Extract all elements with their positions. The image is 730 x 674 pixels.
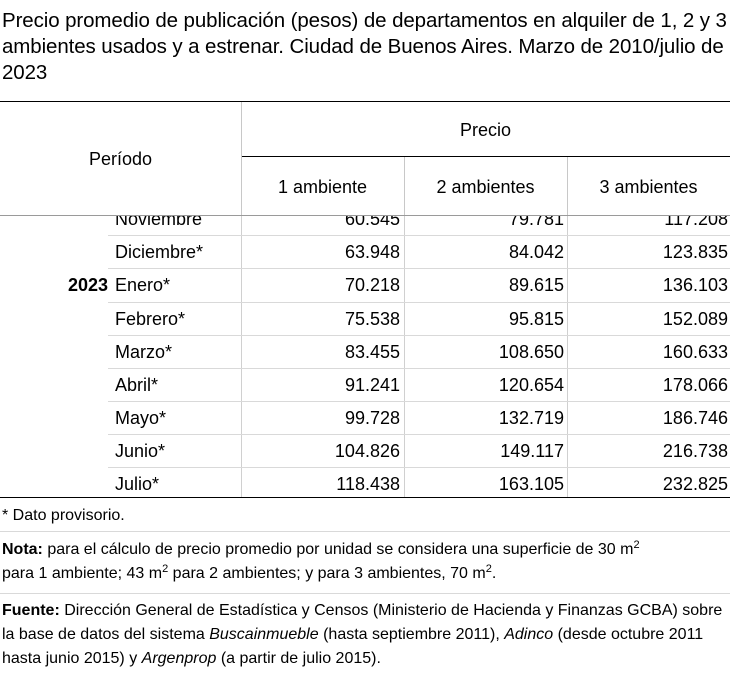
source-text: (a partir de julio 2015). — [216, 650, 381, 667]
row-value-3: 186.746 — [662, 408, 728, 428]
footnote-separator — [0, 531, 730, 532]
col-divider-1 — [404, 157, 405, 216]
source-italic: Buscainmueble — [209, 626, 319, 643]
row-month: Febrero* — [115, 309, 186, 329]
body-divider-2 — [567, 216, 568, 498]
table-row: Mayo* 99.728 132.719 186.746 — [0, 401, 730, 435]
row-value-3: 232.825 — [662, 474, 728, 494]
row-value-1: 99.728 — [344, 408, 400, 428]
source-label: Fuente: — [2, 602, 60, 619]
note-text: para el cálculo de precio promedio por u… — [42, 541, 634, 558]
header-top-rule — [0, 101, 730, 102]
row-month: Enero* — [115, 275, 171, 295]
source-text: (hasta septiembre 2011), — [318, 626, 505, 643]
row-value-3: 117.208 — [664, 216, 728, 229]
footnote-separator — [0, 593, 730, 594]
row-value-1: 104.826 — [334, 441, 400, 461]
note-label: Nota: — [2, 541, 43, 558]
provisional-footnote: * Dato provisorio. — [2, 507, 125, 524]
row-month: Marzo* — [115, 342, 173, 362]
row-separator — [108, 335, 730, 336]
price-underline — [241, 156, 730, 157]
table-row: Febrero* 75.538 95.815 152.089 — [0, 302, 730, 336]
row-month: Diciembre* — [115, 242, 204, 262]
row-value-1: 63.948 — [344, 242, 400, 262]
column-header-2: 2 ambientes — [436, 177, 535, 197]
row-value-3: 123.835 — [662, 242, 728, 262]
source-text: (desde octubre 2011 hasta junio 2015) y — [2, 626, 704, 667]
col-divider-2 — [567, 157, 568, 216]
table-row: Abril* 91.241 120.654 178.066 — [0, 368, 730, 402]
row-value-2: 79.781 — [508, 216, 564, 229]
table-title: Precio promedio de publicación (pesos) d… — [2, 9, 727, 84]
row-month: Noviembre — [115, 216, 203, 229]
row-value-3: 178.066 — [662, 375, 728, 395]
row-value-2: 84.042 — [508, 242, 564, 262]
row-value-1: 70.218 — [344, 275, 400, 295]
row-value-3: 216.738 — [662, 441, 728, 461]
row-separator — [108, 235, 730, 236]
row-separator — [108, 268, 730, 269]
table-body[interactable]: Noviembre 60.545 79.781 117.208 Diciembr… — [0, 216, 730, 498]
table-row: Junio* 104.826 149.117 216.738 — [0, 434, 730, 468]
table-row: Julio* 118.438 163.105 232.825 — [0, 467, 730, 498]
row-month: Julio* — [115, 474, 160, 494]
row-separator — [108, 401, 730, 402]
row-separator — [108, 368, 730, 369]
note-superscript: 2 — [485, 563, 492, 575]
source-italic: Argenprop — [141, 650, 217, 667]
note-text: para 2 ambientes; y para 3 ambientes, 70… — [168, 565, 486, 582]
note-superscript: 2 — [162, 563, 169, 575]
table-row: Noviembre 60.545 79.781 117.208 — [0, 216, 730, 236]
row-year: 2023 — [67, 275, 108, 295]
row-value-2: 95.815 — [508, 309, 564, 329]
row-value-1: 91.241 — [344, 375, 400, 395]
row-value-2: 89.615 — [508, 275, 564, 295]
row-value-2: 108.650 — [498, 342, 564, 362]
row-value-3: 136.103 — [662, 275, 728, 295]
column-header-1: 1 ambiente — [277, 177, 368, 197]
row-month: Junio* — [115, 441, 166, 461]
price-header: Precio — [459, 120, 512, 140]
table-row: Marzo* 83.455 108.650 160.633 — [0, 335, 730, 369]
source-italic: Adinco — [504, 626, 554, 643]
row-value-1: 75.538 — [344, 309, 400, 329]
body-divider-1 — [404, 216, 405, 498]
row-value-2: 132.719 — [498, 408, 564, 428]
source-text: Dirección General de Estadística y Censo… — [2, 602, 723, 643]
header-bottom-rule — [0, 215, 730, 216]
row-value-2: 120.654 — [498, 375, 564, 395]
column-header-3: 3 ambientes — [599, 177, 698, 197]
row-month: Mayo* — [115, 408, 167, 428]
row-value-3: 152.089 — [662, 309, 728, 329]
row-value-1: 60.545 — [344, 216, 400, 229]
row-value-1: 118.438 — [336, 474, 400, 494]
row-value-1: 83.455 — [344, 342, 400, 362]
row-value-2: 163.105 — [498, 474, 564, 494]
body-divider-0 — [241, 216, 242, 498]
period-header: Período — [88, 149, 153, 169]
row-separator — [108, 467, 730, 468]
source-footnote: Fuente: Dirección General de Estadística… — [2, 599, 728, 671]
period-divider — [241, 102, 242, 216]
row-value-2: 149.117 — [500, 441, 564, 461]
note-superscript: 2 — [633, 539, 640, 551]
table-row: 2023 Enero* 70.218 89.615 136.103 — [0, 268, 730, 302]
note-footnote: Nota: para el cálculo de precio promedio… — [2, 538, 728, 586]
note-text: para 1 ambiente; 43 m — [2, 565, 163, 582]
table-bottom-rule — [0, 497, 730, 498]
row-value-3: 160.633 — [662, 342, 728, 362]
row-separator — [108, 302, 730, 303]
row-month: Abril* — [115, 375, 159, 395]
table-row: Diciembre* 63.948 84.042 123.835 — [0, 235, 730, 269]
note-text: . — [491, 565, 497, 582]
row-separator — [108, 434, 730, 435]
